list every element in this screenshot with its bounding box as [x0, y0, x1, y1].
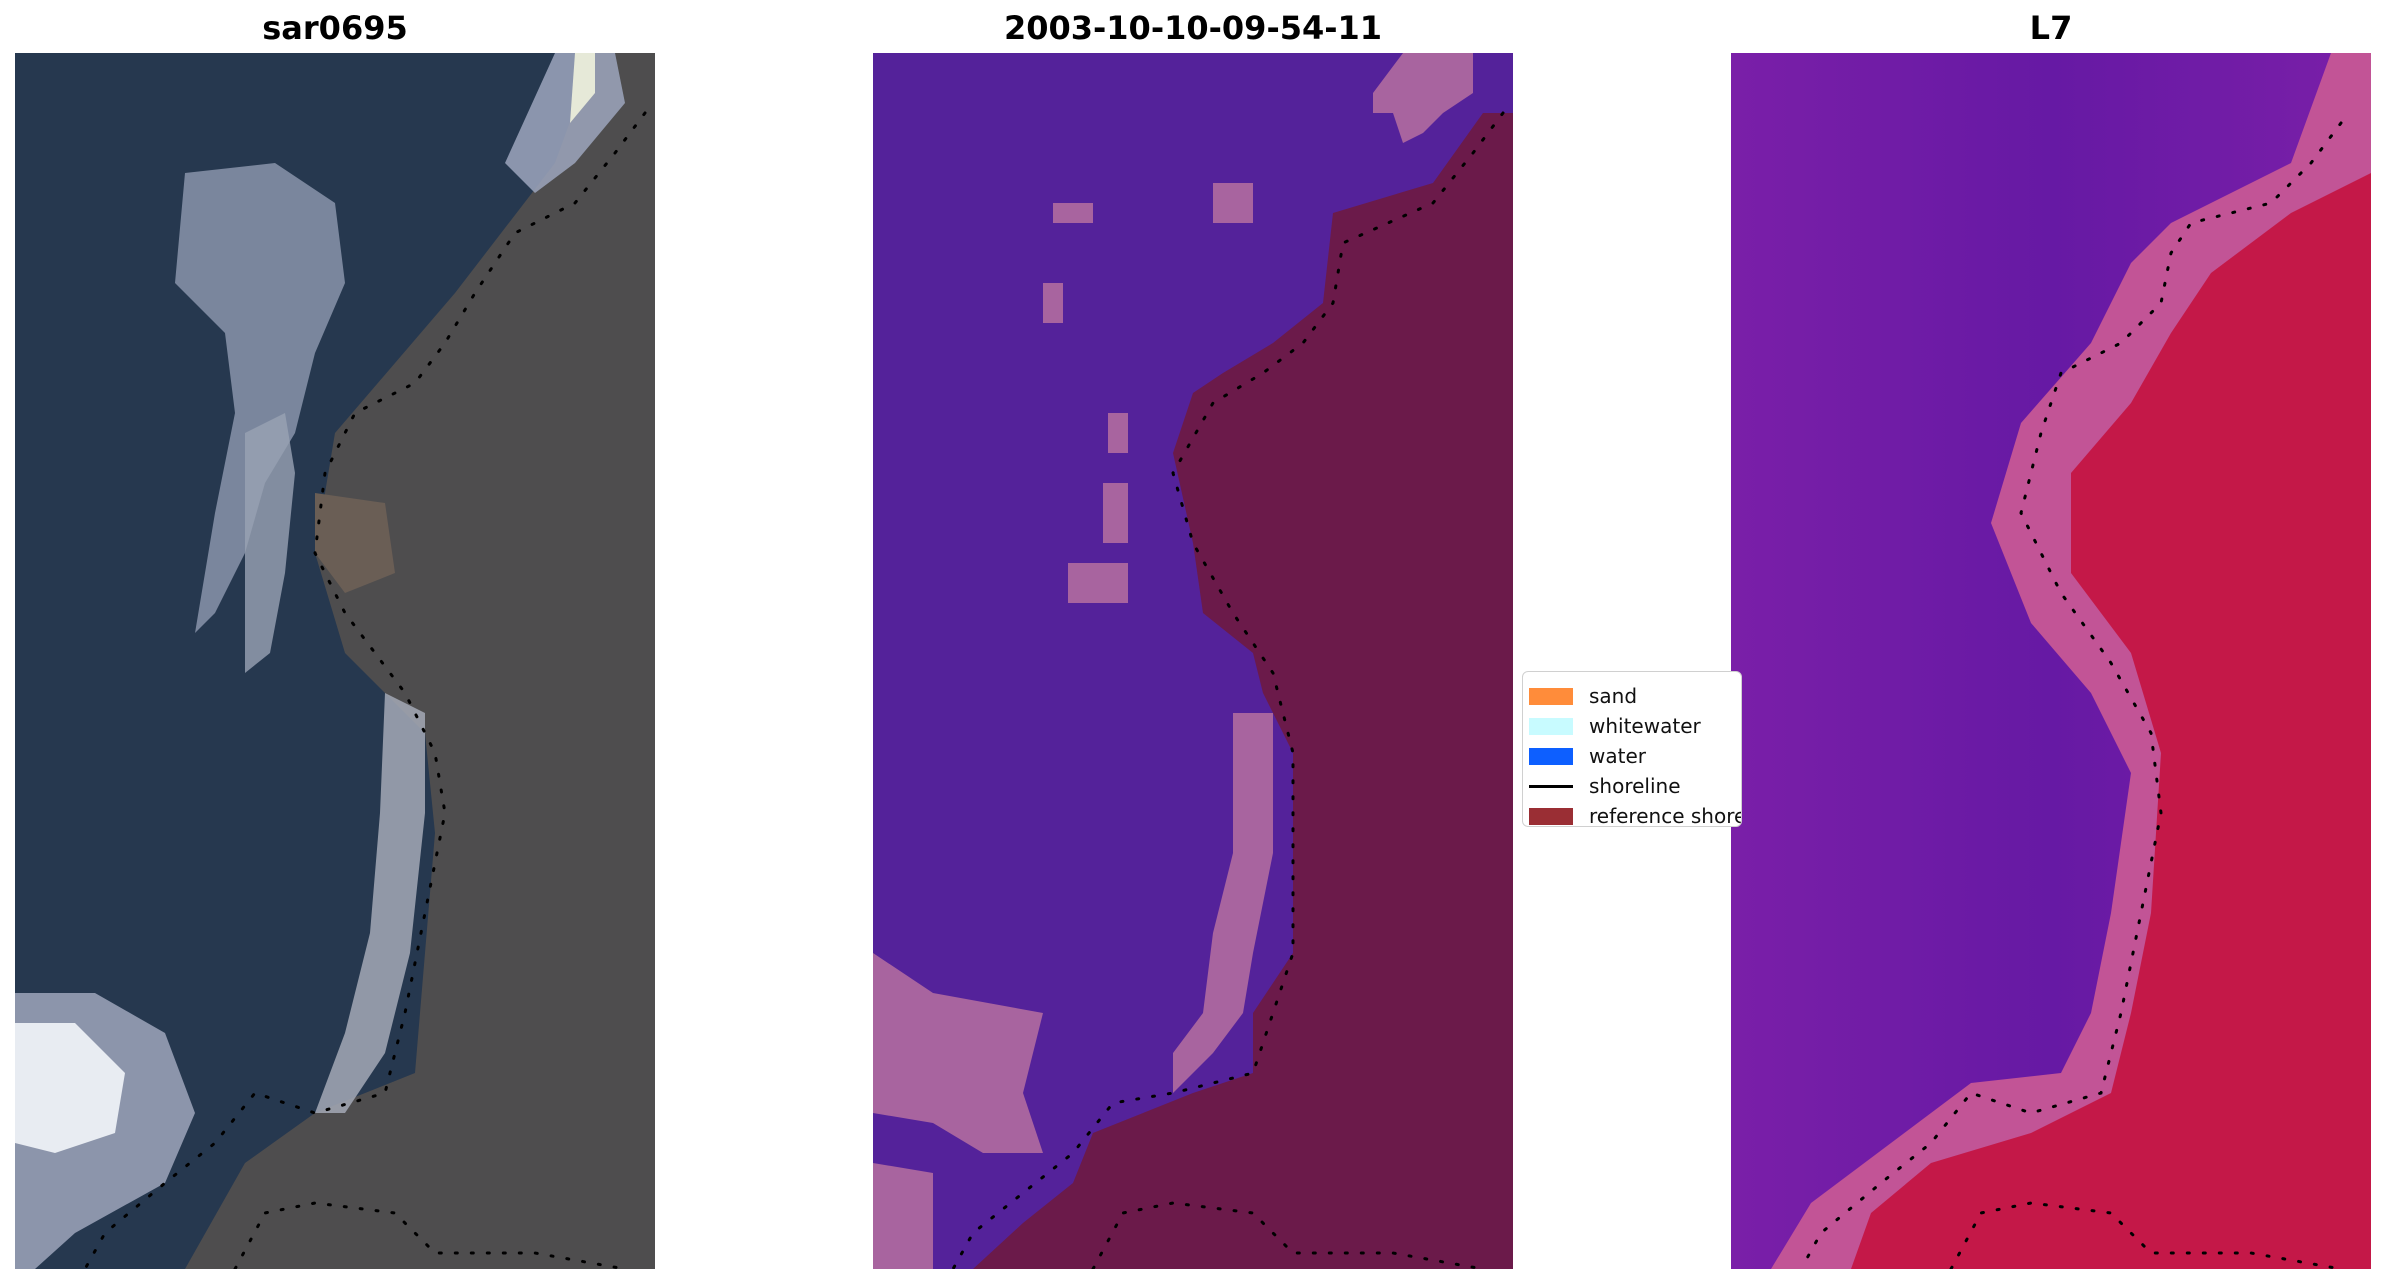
wet-patch [1213, 183, 1253, 223]
panel-title-classification: 2003-10-10-09-54-11 [1003, 9, 1383, 47]
reference-land [973, 113, 1513, 1269]
legend-swatch-water [1529, 747, 1573, 765]
legend-swatch-reference-shoreline [1529, 807, 1573, 825]
sandbar-north-inner [570, 53, 595, 123]
legend-item-reference-shoreline: reference shoreline [1529, 803, 1741, 827]
sandbar-central [245, 413, 295, 673]
shoreline-trace [83, 111, 647, 1269]
legend-label-sand: sand [1589, 684, 1638, 708]
land-area [185, 53, 655, 1269]
bright-patch-southwest-core [15, 1023, 125, 1153]
wet-patch [1053, 203, 1093, 223]
legend-label-reference-shoreline: reference shoreline [1589, 804, 1741, 827]
legend-label-whitewater: whitewater [1589, 714, 1701, 738]
sandbar-middle [175, 163, 345, 633]
legend-item-water: water [1529, 743, 1646, 769]
classification-panel [873, 53, 1513, 1269]
wet-patch [1043, 283, 1063, 323]
legend-label-water: water [1589, 744, 1646, 768]
legend-swatch-whitewater [1529, 717, 1573, 735]
panel-title-rgb: sar0695 [262, 9, 408, 47]
mud-patch [315, 493, 395, 593]
legend-item-whitewater: whitewater [1529, 713, 1701, 739]
shoreline-trace [951, 111, 1505, 1269]
legend-item-sand: sand [1529, 683, 1637, 709]
panel-title-index: L7 [2029, 9, 2073, 47]
rgb-image-panel [15, 53, 655, 1269]
sandbar-northeast [1373, 53, 1473, 143]
sandbar-east [1173, 713, 1273, 1093]
legend-item-shoreline: shoreline [1529, 773, 1681, 799]
wet-patch [1103, 483, 1128, 543]
land-area [1851, 173, 2371, 1269]
wet-patch [1068, 563, 1128, 603]
wet-patch [1108, 413, 1128, 453]
sandbar-southwest [873, 953, 1043, 1153]
legend-swatch-sand [1529, 687, 1573, 705]
sandbar-south-edge [873, 1163, 933, 1269]
shoreline-trace [1799, 121, 2343, 1269]
sandbar-south [315, 693, 425, 1113]
legend-label-shoreline: shoreline [1589, 774, 1681, 798]
legend-line-shoreline [1529, 784, 1573, 788]
index-panel [1731, 53, 2371, 1269]
legend: sand whitewater water shoreline referenc… [1522, 671, 1742, 827]
